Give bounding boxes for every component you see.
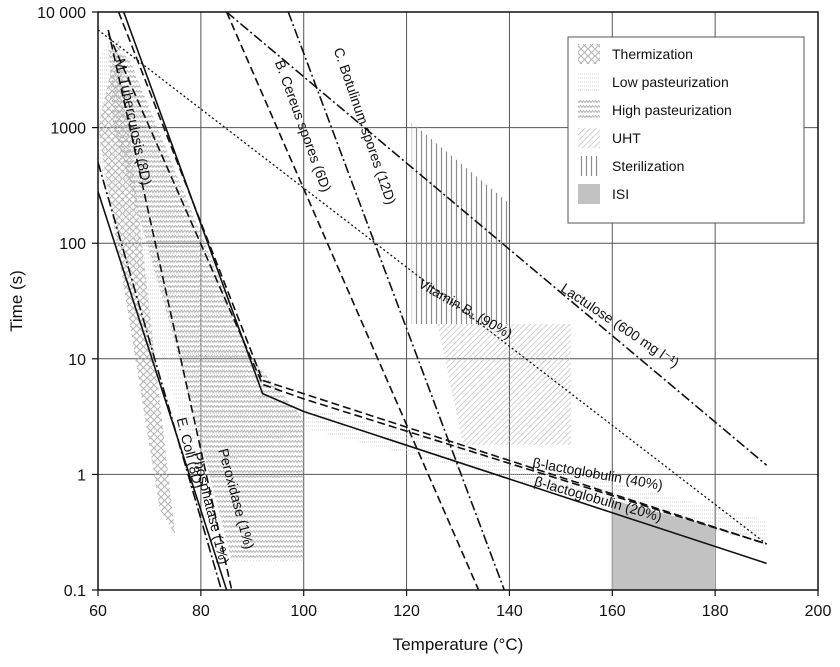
x-tick-label: 140 xyxy=(496,603,523,620)
curve-label: C. Botulinum spores (12D) xyxy=(331,45,400,206)
y-tick-label: 0.1 xyxy=(64,583,86,600)
x-tick-label: 60 xyxy=(89,603,107,620)
legend-label: High pasteurization xyxy=(612,102,732,118)
x-tick-label: 100 xyxy=(290,603,317,620)
legend-swatch xyxy=(578,44,600,64)
legend: Thermization Low pasteurization High paste… xyxy=(568,37,804,223)
legend-label: ISI xyxy=(612,186,629,202)
legend-swatch xyxy=(578,100,600,120)
legend-label: UHT xyxy=(612,130,641,146)
legend-label: Low pasteurization xyxy=(612,74,729,90)
y-tick-label: 10 000 xyxy=(37,5,86,22)
legend-box xyxy=(568,37,804,223)
legend-swatch xyxy=(578,184,600,204)
y-tick-label: 100 xyxy=(59,236,86,253)
x-tick-label: 180 xyxy=(702,603,729,620)
y-tick-label: 1 xyxy=(77,467,86,484)
region-uht xyxy=(437,324,571,445)
x-tick-label: 80 xyxy=(192,603,210,620)
legend-label: Sterilization xyxy=(612,158,684,174)
y-tick-label: 10 xyxy=(68,352,86,369)
y-tick-label: 1000 xyxy=(50,121,86,138)
legend-label: Thermization xyxy=(612,46,693,62)
x-tick-label: 200 xyxy=(805,603,832,620)
x-tick-label: 120 xyxy=(393,603,420,620)
legend-swatch xyxy=(578,72,600,92)
y-axis-title: Time (s) xyxy=(7,270,26,332)
x-tick-label: 160 xyxy=(599,603,626,620)
curve-label: Lactulose (600 mg l⁻¹) xyxy=(558,280,682,371)
legend-swatch xyxy=(578,128,600,148)
legend-swatch xyxy=(578,156,600,176)
x-axis-title: Temperature (°C) xyxy=(393,635,524,654)
